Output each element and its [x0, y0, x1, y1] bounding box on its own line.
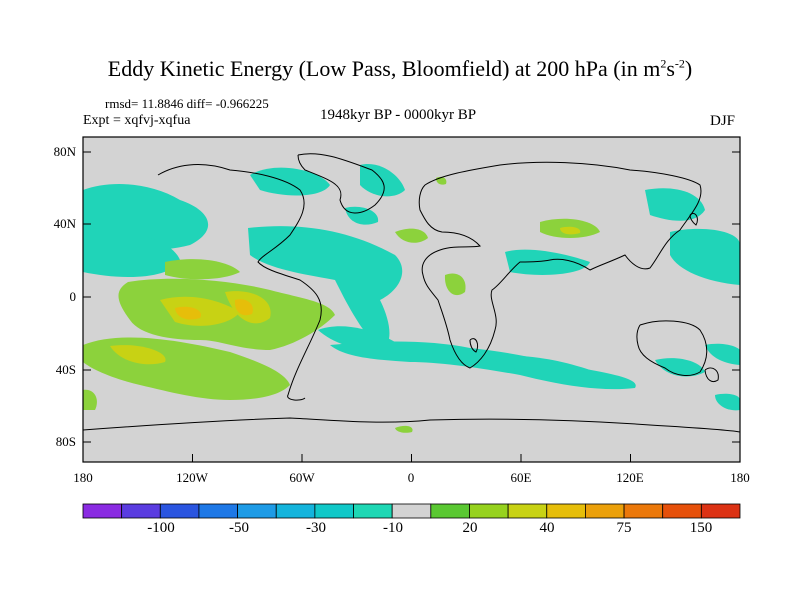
lon-label-120w: 120W	[176, 470, 208, 485]
plot-title: Eddy Kinetic Energy (Low Pass, Bloomfiel…	[107, 56, 693, 81]
colorbar-swatch	[546, 503, 586, 519]
season-label: DJF	[710, 113, 736, 129]
colorbar-swatch	[507, 503, 548, 519]
colorbar-swatch	[275, 503, 316, 519]
colorbar-label: -100	[147, 520, 175, 536]
colorbar-swatch	[700, 503, 741, 519]
colorbar-swatch	[121, 503, 161, 519]
rmsd-diff-stats: rmsd= 11.8846 diff= -0.966225	[105, 96, 269, 111]
colorbar-swatch	[314, 503, 354, 519]
colorbar-swatch	[662, 503, 702, 519]
colorbar-swatch	[585, 503, 625, 519]
colorbar-label: 150	[689, 520, 713, 536]
colorbar-swatch	[237, 503, 277, 519]
colorbar-label: -10	[383, 520, 403, 536]
colorbar-swatch	[82, 503, 123, 519]
axis-ticks	[82, 151, 741, 462]
colorbar-swatch	[469, 503, 509, 519]
lat-label-0: 0	[69, 289, 77, 304]
coastlines	[83, 153, 740, 433]
period-label: 1948kyr BP - 0000kyr BP	[320, 107, 477, 123]
peak-positive-cores	[175, 299, 253, 320]
colorbar-label: 40	[539, 520, 555, 536]
negative-anomaly-fields	[83, 164, 740, 411]
lon-label-120e: 120E	[616, 470, 644, 485]
experiment-label: Expt = xqfvj-xqfua	[83, 113, 191, 128]
lat-label-80s: 80S	[55, 434, 76, 449]
colorbar-swatch	[198, 503, 238, 519]
colorbar-label: 75	[616, 520, 632, 536]
lat-label-80n: 80N	[53, 144, 76, 159]
lon-label-180w: 180	[73, 470, 93, 485]
colorbar-swatch	[391, 503, 432, 519]
lat-label-40s: 40S	[55, 362, 76, 377]
colorbar-label: -30	[306, 520, 326, 536]
colorbar-swatch	[353, 503, 393, 519]
lon-label-0: 0	[407, 470, 415, 485]
lon-label-60e: 60E	[510, 470, 532, 485]
colorbar-swatch	[623, 503, 664, 519]
colorbar-swatch	[159, 503, 200, 519]
colorbar-swatch	[430, 503, 470, 519]
lat-label-40n: 40N	[53, 216, 76, 231]
lon-label-60w: 60W	[289, 470, 315, 485]
lon-label-180e: 180	[730, 470, 750, 485]
colorbar-label: 20	[462, 520, 478, 536]
colorbar	[82, 503, 741, 519]
colorbar-label: -50	[229, 520, 249, 536]
